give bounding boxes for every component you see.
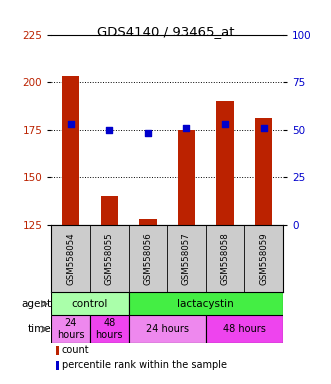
Text: GSM558059: GSM558059	[259, 232, 268, 285]
Text: 24 hours: 24 hours	[146, 324, 189, 334]
Bar	[101, 196, 118, 225]
Text: GSM558058: GSM558058	[220, 232, 230, 285]
Text: control: control	[72, 299, 108, 309]
Text: agent: agent	[21, 299, 51, 309]
Point	[261, 125, 266, 131]
Text: 24
hours: 24 hours	[57, 318, 84, 340]
Text: percentile rank within the sample: percentile rank within the sample	[62, 360, 227, 370]
Bar	[56, 361, 59, 369]
Point	[222, 121, 228, 127]
Text: GSM558056: GSM558056	[143, 232, 152, 285]
Text: lactacystin: lactacystin	[177, 299, 234, 309]
Bar	[178, 129, 195, 225]
Bar	[51, 315, 90, 343]
Bar	[51, 292, 128, 315]
Bar	[128, 315, 206, 343]
Bar	[90, 315, 128, 343]
Text: count: count	[62, 345, 89, 355]
Bar	[255, 118, 272, 225]
Bar	[56, 346, 59, 355]
Text: GDS4140 / 93465_at: GDS4140 / 93465_at	[97, 25, 234, 38]
Point	[184, 125, 189, 131]
Text: GSM558057: GSM558057	[182, 232, 191, 285]
Text: 48 hours: 48 hours	[223, 324, 266, 334]
Bar	[206, 315, 283, 343]
Text: 48
hours: 48 hours	[95, 318, 123, 340]
Point	[107, 126, 112, 132]
Bar	[216, 101, 234, 225]
Text: time: time	[28, 324, 51, 334]
Point	[68, 121, 73, 127]
Text: GSM558054: GSM558054	[66, 232, 75, 285]
Bar	[128, 292, 283, 315]
Point	[145, 130, 151, 136]
Bar	[139, 219, 157, 225]
Bar	[62, 76, 79, 225]
Text: GSM558055: GSM558055	[105, 232, 114, 285]
